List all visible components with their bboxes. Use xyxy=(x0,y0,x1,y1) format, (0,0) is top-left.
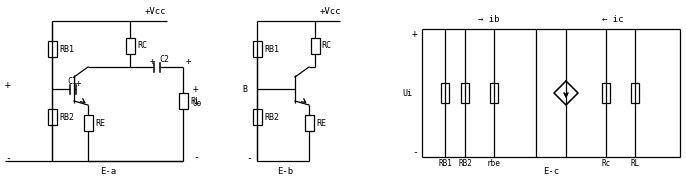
Bar xyxy=(47,41,56,57)
Text: RB1: RB1 xyxy=(59,45,74,54)
Text: RB2: RB2 xyxy=(458,159,472,168)
Text: RL: RL xyxy=(190,96,200,105)
Text: RE: RE xyxy=(316,118,326,127)
Text: -: - xyxy=(412,147,418,157)
Text: RE: RE xyxy=(95,118,105,127)
Bar xyxy=(490,83,498,103)
Text: C2: C2 xyxy=(159,55,169,64)
Bar xyxy=(47,109,56,125)
Text: -: - xyxy=(246,153,252,163)
Bar xyxy=(631,83,639,103)
Bar xyxy=(461,83,469,103)
Text: ← ic: ← ic xyxy=(602,14,624,23)
Text: +: + xyxy=(150,57,154,67)
Text: +: + xyxy=(75,79,81,88)
Text: -: - xyxy=(193,152,199,162)
Bar xyxy=(441,83,449,103)
Text: RC: RC xyxy=(137,42,147,50)
Text: E-b: E-b xyxy=(277,168,293,176)
Bar xyxy=(178,93,187,109)
Text: +: + xyxy=(193,84,199,94)
Text: E-c: E-c xyxy=(543,168,559,176)
Text: RB2: RB2 xyxy=(59,112,74,122)
Bar xyxy=(252,41,261,57)
Text: RB2: RB2 xyxy=(264,112,279,122)
Text: -: - xyxy=(5,153,11,163)
Text: Ui: Ui xyxy=(402,88,412,98)
Text: C1: C1 xyxy=(67,78,77,86)
Text: +Vcc: +Vcc xyxy=(319,6,341,16)
Text: +: + xyxy=(412,29,418,39)
Text: rbe: rbe xyxy=(487,159,501,168)
Bar xyxy=(305,115,314,131)
Text: RC: RC xyxy=(321,42,331,50)
Text: → ib: → ib xyxy=(478,14,499,23)
Text: Uo: Uo xyxy=(192,98,202,108)
Bar xyxy=(252,109,261,125)
Text: +: + xyxy=(5,80,11,90)
Bar xyxy=(311,38,320,54)
Text: B: B xyxy=(242,84,247,93)
Text: E-a: E-a xyxy=(100,168,116,176)
Bar xyxy=(84,115,93,131)
Bar xyxy=(126,38,134,54)
Text: RB1: RB1 xyxy=(438,159,452,168)
Bar xyxy=(602,83,610,103)
Text: RL: RL xyxy=(630,159,639,168)
Polygon shape xyxy=(554,81,578,105)
Text: RB1: RB1 xyxy=(264,45,279,54)
Text: +Vcc: +Vcc xyxy=(144,6,166,16)
Text: +: + xyxy=(185,57,191,66)
Text: Rc: Rc xyxy=(602,159,611,168)
